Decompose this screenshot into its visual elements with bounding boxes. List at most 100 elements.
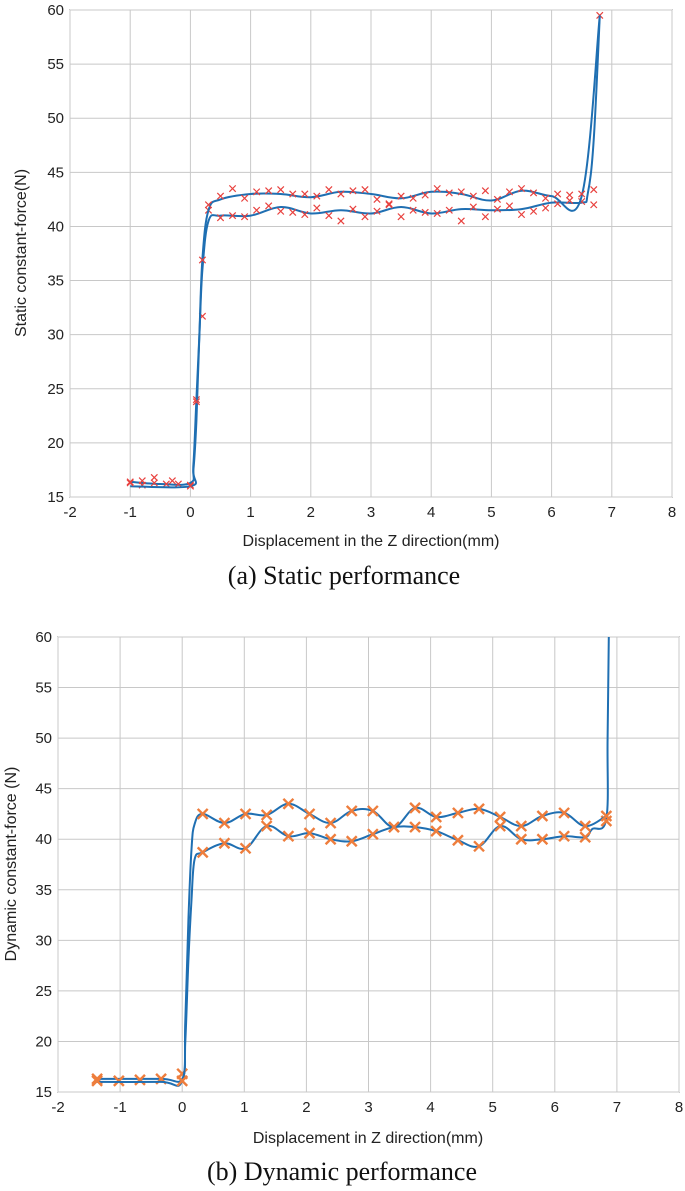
data-point-marker — [113, 1075, 125, 1087]
data-point-marker — [517, 184, 526, 193]
x-tick-label: 5 — [489, 1099, 497, 1116]
y-tick-label: 35 — [35, 882, 52, 899]
data-point-marker — [168, 477, 176, 485]
caption-b: (b) Dynamic performance — [207, 1157, 477, 1186]
data-point-marker — [186, 482, 195, 490]
data-point-marker — [536, 810, 549, 822]
data-point-marker — [558, 807, 570, 819]
data-point-marker — [301, 210, 309, 219]
x-tick-label: 8 — [668, 504, 676, 521]
data-point-marker — [373, 195, 381, 204]
x-tick-label: 3 — [367, 504, 375, 521]
data-point-marker — [445, 189, 453, 197]
data-point-marker — [349, 187, 357, 195]
data-point-marker — [366, 805, 379, 817]
data-point-marker — [260, 820, 273, 832]
data-point-marker — [252, 188, 261, 196]
grid-b — [57, 636, 680, 1093]
data-point-marker — [590, 201, 598, 209]
data-point-marker — [313, 192, 321, 200]
y-tick-label: 25 — [47, 381, 64, 398]
data-point-marker — [239, 842, 252, 855]
x-tick-label: 7 — [608, 504, 616, 521]
series-1 — [91, 636, 613, 1087]
data-point-marker — [345, 805, 358, 817]
data-point-marker — [337, 190, 345, 198]
data-point-marker — [600, 810, 613, 822]
data-point-marker — [361, 186, 369, 194]
data-point-marker — [452, 834, 464, 847]
series-1 — [126, 11, 604, 489]
data-point-marker — [469, 203, 477, 211]
data-point-marker — [313, 204, 321, 212]
data-point-marker — [345, 835, 358, 848]
data-point-marker — [481, 187, 490, 195]
series-line — [95, 636, 610, 1083]
data-point-marker — [289, 208, 297, 216]
series-line — [130, 15, 601, 486]
data-point-marker — [176, 1075, 189, 1087]
y-tick-label: 55 — [47, 56, 64, 73]
data-point-marker — [558, 830, 570, 843]
x-tick-label: 6 — [551, 1099, 559, 1116]
data-point-marker — [366, 828, 379, 841]
data-point-marker — [529, 189, 538, 197]
data-point-marker — [216, 214, 225, 222]
y-tick-label: 60 — [35, 629, 52, 646]
data-point-marker — [282, 797, 295, 810]
data-point-marker — [361, 213, 369, 221]
y-tick-label: 20 — [47, 435, 64, 452]
y-tick-label: 30 — [47, 327, 64, 344]
data-point-marker — [174, 480, 182, 488]
y-tick-label: 30 — [35, 932, 52, 949]
caption-a: (a) Static performance — [228, 561, 460, 590]
x-tick-labels-b: -2 -1 0 1 2 3 4 5 6 7 8 — [51, 1099, 683, 1116]
data-point-marker — [385, 200, 393, 208]
y-tick-label: 15 — [47, 489, 64, 506]
x-tick-label: 0 — [186, 504, 194, 521]
y-tick-label: 60 — [47, 2, 64, 19]
data-point-marker — [289, 190, 297, 198]
data-point-marker — [421, 208, 429, 216]
data-point-marker — [303, 808, 316, 820]
data-point-marker — [126, 479, 134, 487]
series-2 — [91, 797, 613, 1087]
data-point-marker — [493, 195, 502, 204]
data-point-marker — [138, 477, 146, 485]
y-tick-label: 15 — [35, 1084, 52, 1101]
data-point-marker — [282, 830, 295, 843]
data-point-marker — [196, 846, 209, 859]
data-point-marker — [397, 192, 405, 200]
data-point-marker — [566, 191, 574, 199]
data-point-marker — [409, 821, 421, 833]
data-point-marker — [277, 186, 285, 194]
data-point-marker — [324, 833, 337, 846]
data-point-marker — [579, 831, 592, 844]
data-point-marker — [409, 194, 417, 202]
data-point-marker — [150, 473, 158, 482]
data-point-marker — [515, 833, 528, 846]
y-tick-label: 50 — [35, 730, 52, 747]
x-tick-label: 1 — [240, 1099, 248, 1116]
data-point-marker — [265, 187, 273, 195]
series-line — [130, 15, 601, 489]
data-point-marker — [162, 480, 170, 488]
data-point-marker — [457, 188, 465, 196]
x-tick-label: 1 — [246, 504, 254, 521]
x-tick-label: -2 — [51, 1099, 64, 1116]
data-point-marker — [409, 206, 417, 214]
data-point-marker — [277, 207, 285, 215]
y-tick-label: 35 — [47, 273, 64, 290]
grid-a — [69, 9, 673, 498]
x-tick-label: 7 — [613, 1099, 621, 1116]
data-point-marker — [150, 479, 158, 487]
data-point-marker — [228, 184, 237, 193]
x-tick-label: 8 — [675, 1099, 683, 1116]
x-tick-label: -1 — [113, 1099, 126, 1116]
data-point-marker — [373, 207, 381, 215]
data-point-marker — [409, 802, 421, 814]
y-tick-label: 25 — [35, 983, 52, 1000]
x-tick-label: 3 — [364, 1099, 372, 1116]
data-point-marker — [325, 186, 333, 194]
